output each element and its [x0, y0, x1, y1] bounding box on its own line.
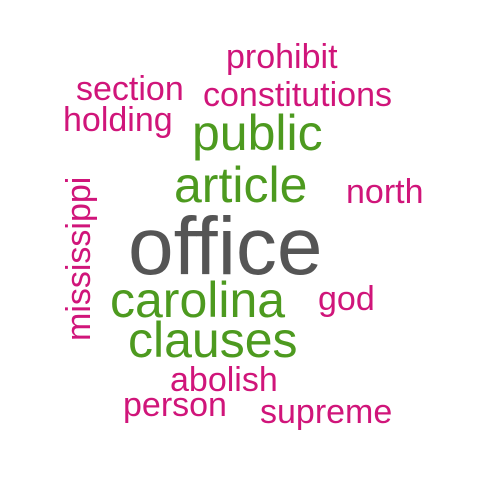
word-office: office	[128, 201, 323, 292]
word-constitutions: constitutions	[203, 76, 392, 114]
word-prohibit: prohibit	[226, 38, 338, 76]
word-carolina: carolina	[110, 272, 286, 328]
word-public: public	[192, 105, 323, 161]
word-holding: holding	[63, 101, 173, 139]
word-god: god	[318, 280, 375, 318]
word-mississippi: mississippi	[60, 176, 98, 341]
word-supreme: supreme	[260, 393, 393, 431]
word-person: person	[123, 386, 227, 424]
word-north: north	[346, 173, 424, 211]
word-abolish: abolish	[170, 361, 278, 399]
word-clauses: clauses	[128, 312, 298, 368]
word-article: article	[174, 157, 308, 213]
word-section: section	[76, 70, 184, 108]
